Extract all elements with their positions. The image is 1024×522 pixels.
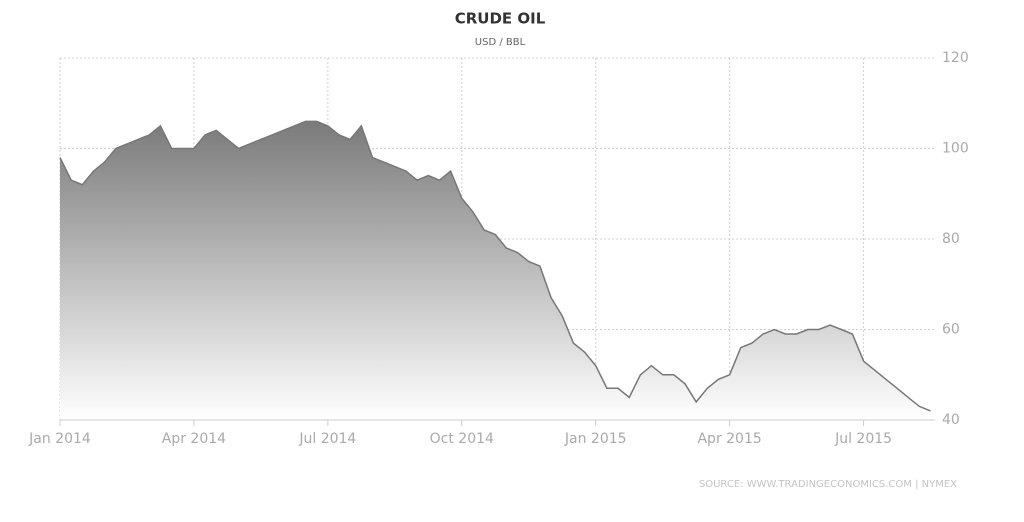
x-tick-label: Jul 2015 <box>834 431 892 447</box>
chart-subtitle: USD / BBL <box>475 37 526 48</box>
x-tick-label: Apr 2014 <box>162 431 226 447</box>
source: SOURCE: WWW.TRADINGECONOMICS.COM | NYMEX <box>699 479 957 490</box>
chart-title: CRUDE OIL <box>455 10 546 28</box>
y-tick-label: 80 <box>942 231 960 247</box>
x-tick-label: Jul 2014 <box>298 431 356 447</box>
y-tick-label: 40 <box>942 412 960 428</box>
x-tick-label: Jan 2015 <box>564 431 627 447</box>
x-tick-label: Oct 2014 <box>430 431 494 447</box>
x-tick-label: Apr 2015 <box>697 431 761 447</box>
y-tick-label: 100 <box>942 141 969 157</box>
area <box>60 121 931 421</box>
x-tick-label: Jan 2014 <box>28 431 91 447</box>
y-tick-label: 60 <box>942 322 960 338</box>
line <box>59 120 931 412</box>
y-tick-label: 120 <box>942 50 969 66</box>
